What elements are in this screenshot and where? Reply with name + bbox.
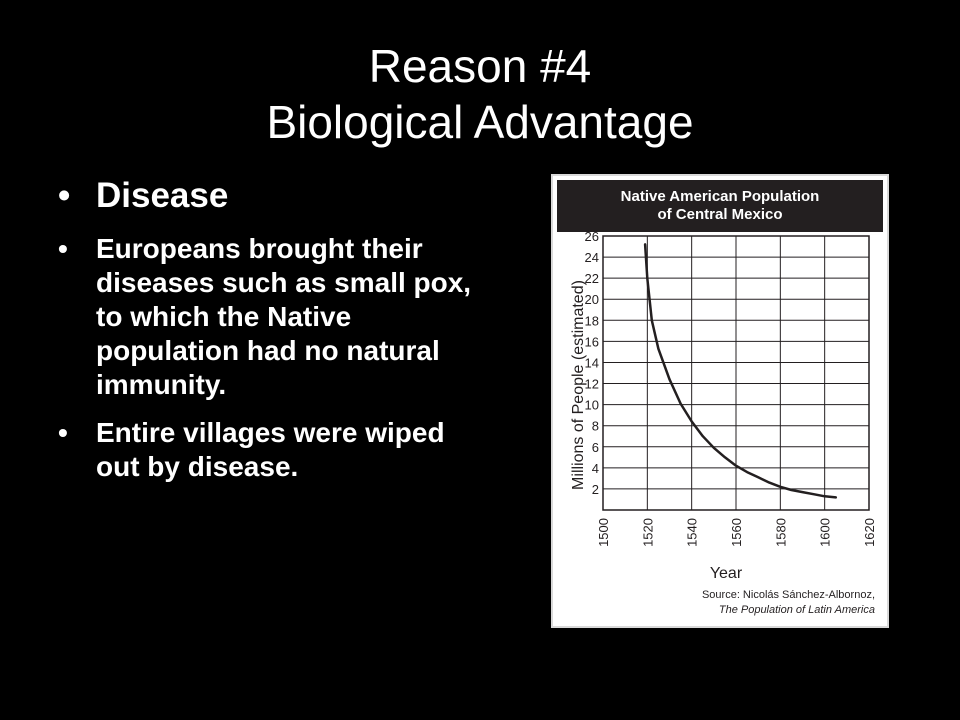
y-axis-label: Millions of People (estimated) — [570, 280, 587, 490]
chart-title-line-2: of Central Mexico — [657, 206, 783, 223]
bullet-dot: • — [58, 233, 68, 264]
x-tick-label: 1580 — [773, 518, 788, 547]
source-line-1: Source: Nicolás Sánchez-Albornoz, — [701, 589, 875, 601]
chart-source: Source: Nicolás Sánchez-Albornoz, The Po… — [702, 588, 875, 618]
y-tick-label: 18 — [585, 313, 599, 328]
chart-figure: Native American Population of Central Me… — [551, 174, 889, 628]
bullet-item: • Entire villages were wiped out by dise… — [56, 416, 476, 484]
bullet-item: • Disease — [56, 174, 476, 218]
bullet-item: • Europeans brought their diseases such … — [56, 232, 476, 402]
bullet-dot: • — [58, 417, 68, 448]
y-tick-label: 4 — [592, 461, 599, 476]
x-tick-label: 1600 — [818, 518, 833, 547]
bullet-text: Entire villages were wiped out by diseas… — [96, 417, 445, 482]
y-tick-label: 10 — [585, 398, 599, 413]
y-tick-label: 6 — [592, 440, 599, 455]
chart-title-line-1: Native American Population — [620, 188, 820, 205]
bullet-text: Europeans brought their diseases such as… — [96, 233, 472, 400]
bullet-text: Disease — [96, 176, 229, 215]
y-tick-label: 14 — [585, 355, 599, 370]
x-axis-label: Year — [710, 565, 743, 582]
x-tick-label: 1500 — [596, 518, 611, 547]
y-tick-label: 20 — [585, 292, 599, 307]
x-tick-label: 1520 — [640, 518, 655, 547]
slide-title: Reason #4 Biological Advantage — [0, 38, 960, 150]
y-tick-label: 24 — [585, 250, 599, 265]
chart-title: Native American Population of Central Me… — [557, 180, 883, 232]
x-tick-label: 1620 — [862, 518, 877, 547]
y-tick-label: 16 — [585, 334, 599, 349]
series-line — [643, 243, 838, 499]
y-tick-label: 22 — [585, 271, 599, 286]
y-tick-label: 2 — [592, 482, 599, 497]
bullet-list: • Disease • Europeans brought their dise… — [56, 174, 476, 498]
source-line-2: The Population of Latin America — [718, 604, 875, 616]
slide-title-line-1: Reason #4 — [368, 40, 592, 92]
slide-title-line-2: Biological Advantage — [266, 96, 694, 148]
bullet-dot: • — [58, 176, 71, 215]
y-tick-label: 26 — [585, 229, 599, 244]
x-tick-label: 1560 — [729, 518, 744, 547]
y-tick-label: 12 — [585, 377, 599, 392]
x-tick-label: 1540 — [685, 518, 700, 547]
y-tick-label: 8 — [592, 419, 599, 434]
